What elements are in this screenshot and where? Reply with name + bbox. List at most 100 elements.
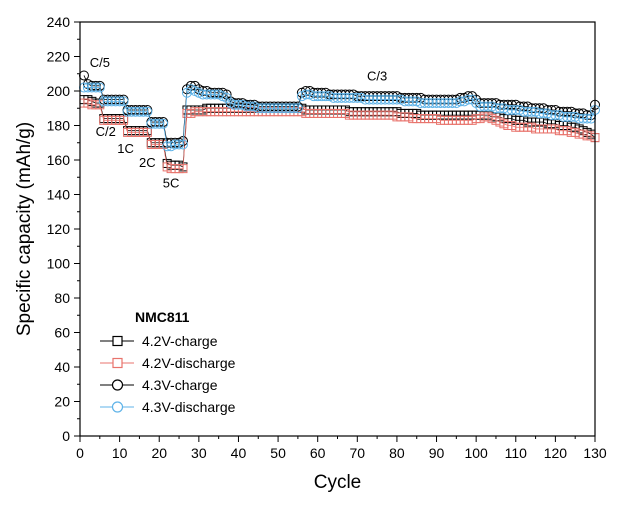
data-point [178, 164, 188, 174]
y-tick-label: 40 [54, 359, 70, 375]
data-point [387, 94, 398, 105]
data-point [102, 96, 113, 107]
data-point [265, 103, 276, 114]
data-point [518, 106, 529, 117]
data-point [178, 139, 188, 150]
series-4.3V-discharge [78, 82, 600, 152]
data-point [312, 91, 323, 102]
data-point [86, 82, 97, 93]
x-tick-label: 90 [429, 445, 445, 461]
data-point [90, 82, 101, 93]
x-tick-label: 110 [505, 445, 528, 461]
data-point [352, 92, 363, 103]
data-point [427, 98, 438, 109]
data-point [158, 118, 169, 129]
data-point [114, 96, 125, 107]
data-point [538, 108, 549, 119]
legend-label: 4.2V-charge [142, 333, 218, 349]
legend-label: 4.3V-discharge [142, 399, 236, 415]
legend-label: 4.3V-charge [142, 377, 218, 393]
data-point [578, 113, 589, 124]
rate-annotation: 1C [117, 141, 134, 156]
data-point [119, 115, 129, 125]
rate-annotation: 2C [139, 155, 156, 170]
data-point [372, 94, 383, 105]
data-point [332, 92, 343, 103]
data-point [526, 106, 537, 117]
data-point [439, 98, 450, 109]
data-point [376, 94, 387, 105]
data-point [483, 101, 494, 112]
annotations: C/5 C/21C 2C 5C C/3 [90, 55, 388, 191]
data-point [94, 82, 105, 93]
x-tick-label: 60 [310, 445, 326, 461]
data-point [229, 99, 240, 110]
data-point [273, 103, 284, 114]
legend-marker [111, 401, 124, 413]
series-4.2V-discharge [79, 98, 600, 174]
data-point [344, 92, 355, 103]
data-point [368, 94, 379, 105]
x-tick-label: 100 [464, 445, 488, 461]
data-point [233, 99, 244, 110]
data-point [300, 89, 311, 100]
data-point [534, 108, 545, 119]
data-point [110, 96, 121, 107]
data-point [435, 98, 446, 109]
data-point [546, 110, 557, 121]
data-point [122, 106, 133, 117]
x-tick-label: 80 [389, 445, 405, 461]
y-tick-label: 220 [47, 49, 71, 65]
x-tick-label: 0 [76, 445, 84, 461]
data-point [490, 103, 501, 114]
data-point [292, 103, 303, 114]
y-axis-title: Specific capacity (mAh/g) [14, 122, 35, 336]
y-tick-label: 0 [62, 428, 70, 444]
data-point [205, 89, 216, 100]
legend-marker [111, 379, 124, 391]
data-point [277, 103, 288, 114]
legend-item: 4.3V-charge [100, 377, 218, 393]
y-tick-label: 180 [47, 118, 71, 134]
rate-annotation: C/2 [96, 124, 116, 139]
data-point [415, 98, 426, 109]
series-layer [78, 70, 600, 174]
data-point [146, 118, 157, 129]
data-point [391, 94, 402, 105]
y-tick-label: 60 [54, 325, 70, 341]
legend-label: 4.2V-discharge [142, 355, 236, 371]
data-point [340, 92, 351, 103]
x-tick-label: 130 [583, 445, 607, 461]
data-point [82, 82, 93, 93]
data-point [281, 103, 291, 114]
y-tick-label: 120 [47, 221, 71, 237]
data-point [364, 94, 375, 105]
y-tick-label: 20 [54, 394, 70, 410]
data-point [320, 91, 331, 102]
data-point [502, 104, 513, 115]
series-line [83, 75, 596, 144]
data-point [142, 127, 152, 137]
data-point [269, 103, 280, 114]
rate-annotation: C/3 [367, 69, 387, 84]
data-point [522, 106, 533, 117]
data-point [138, 106, 149, 117]
legend-item: 4.2V-discharge [100, 355, 236, 371]
rate-annotation: C/5 [90, 55, 110, 70]
data-point [348, 92, 359, 103]
data-point [209, 89, 220, 100]
data-point [308, 91, 319, 102]
data-point [447, 98, 458, 109]
data-point [106, 96, 117, 107]
data-point [245, 101, 256, 112]
data-point [257, 103, 268, 114]
data-point [221, 92, 232, 103]
data-point [162, 141, 173, 152]
data-point [384, 94, 394, 105]
data-point [475, 101, 486, 112]
x-tick-label: 70 [350, 445, 366, 461]
x-tick-label: 120 [544, 445, 568, 461]
rate-annotation: 5C [163, 176, 180, 191]
series-line [83, 102, 596, 170]
